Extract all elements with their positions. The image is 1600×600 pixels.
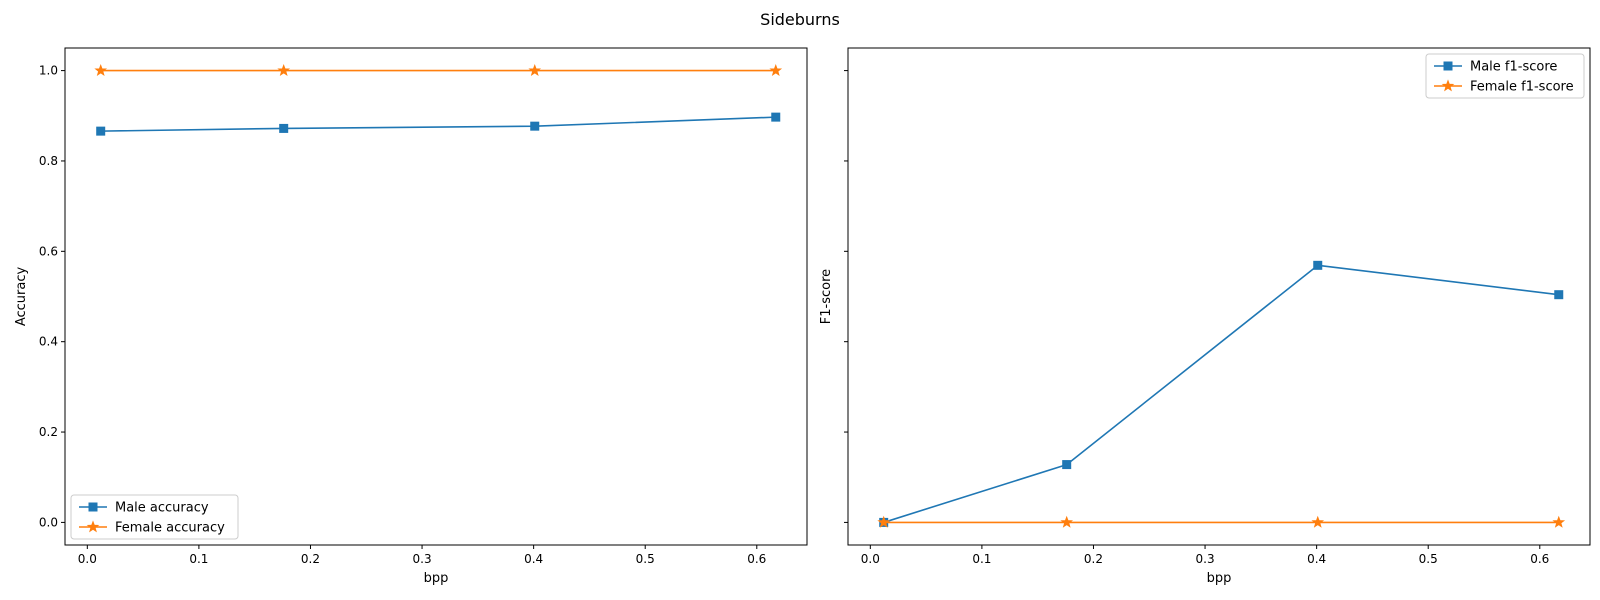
legend-entry: Male f1-score	[1434, 60, 1557, 75]
y-tick-label: 0.2	[39, 425, 58, 439]
f1-score-panel: 0.0 0.1 0.2 0.3 0.4 0.5 0.6 bpp F1-score Male f1-…	[819, 47, 1591, 586]
data-point	[1554, 290, 1564, 300]
series-1	[94, 63, 783, 76]
x-tick-label: 0.0	[861, 552, 880, 566]
legend: Male f1-score Female f1-score	[1425, 53, 1585, 99]
data-point	[877, 515, 891, 528]
y-axis-label: F1-score	[819, 269, 834, 324]
y-tick-label: 0.8	[39, 154, 58, 168]
axes-frame	[64, 47, 808, 546]
axes-frame	[847, 47, 1591, 546]
x-tick-label: 0.1	[189, 552, 208, 566]
series-line	[100, 116, 776, 132]
data-point	[769, 63, 783, 76]
data-point	[1552, 515, 1566, 528]
legend-label: Female accuracy	[115, 521, 225, 536]
y-axis-label: Accuracy	[14, 267, 29, 327]
x-axis-label: bpp	[424, 571, 449, 586]
y-tick-label: 0.4	[39, 335, 58, 349]
legend-label: Male accuracy	[115, 501, 209, 516]
data-point	[530, 121, 540, 131]
legend-marker	[88, 502, 98, 512]
y-tick-label: 0.0	[39, 515, 58, 529]
y-tick-label: 1.0	[39, 64, 58, 78]
series-1	[877, 515, 1566, 528]
data-point	[94, 63, 108, 76]
legend-label: Male f1-score	[1470, 60, 1557, 75]
figure-title: Sideburns	[760, 10, 840, 29]
x-tick-label: 0.6	[747, 552, 766, 566]
series-0	[96, 112, 781, 136]
data-point	[1313, 260, 1323, 270]
accuracy-panel: 0.0 0.1 0.2 0.3 0.4 0.5 0.6 0.0 0.2 0.4 0.6 0.8 1.0 b…	[14, 47, 808, 586]
x-tick-label: 0.3	[413, 552, 432, 566]
x-tick-label: 0.5	[1419, 552, 1438, 566]
data-point	[279, 123, 289, 133]
x-tick-label: 0.1	[972, 552, 991, 566]
x-tick-label: 0.4	[1307, 552, 1326, 566]
data-point	[277, 63, 291, 76]
legend-entry: Female accuracy	[79, 520, 225, 536]
x-tick-label: 0.4	[524, 552, 543, 566]
legend: Male accuracy Female accuracy	[70, 494, 239, 540]
x-tick-label: 0.0	[78, 552, 97, 566]
legend-marker	[1441, 79, 1455, 92]
x-tick-label: 0.5	[636, 552, 655, 566]
x-tick-label: 0.2	[301, 552, 320, 566]
data-point	[771, 112, 781, 122]
legend-box	[1425, 53, 1585, 99]
legend-marker	[1443, 61, 1453, 71]
x-tick-label: 0.2	[1084, 552, 1103, 566]
x-axis-label: bpp	[1207, 571, 1232, 586]
data-point	[1062, 460, 1072, 470]
data-point	[1311, 515, 1325, 528]
y-tick-label: 0.6	[39, 244, 58, 258]
legend-entry: Female f1-score	[1434, 79, 1574, 95]
legend-label: Female f1-score	[1470, 80, 1574, 95]
data-point	[1060, 515, 1074, 528]
data-point	[528, 63, 542, 76]
data-point	[96, 126, 106, 136]
x-tick-label: 0.3	[1196, 552, 1215, 566]
legend-marker	[86, 520, 100, 533]
x-tick-label: 0.6	[1530, 552, 1549, 566]
legend-entry: Male accuracy	[79, 501, 209, 516]
series-line	[883, 264, 1559, 524]
legend-box	[70, 494, 239, 540]
